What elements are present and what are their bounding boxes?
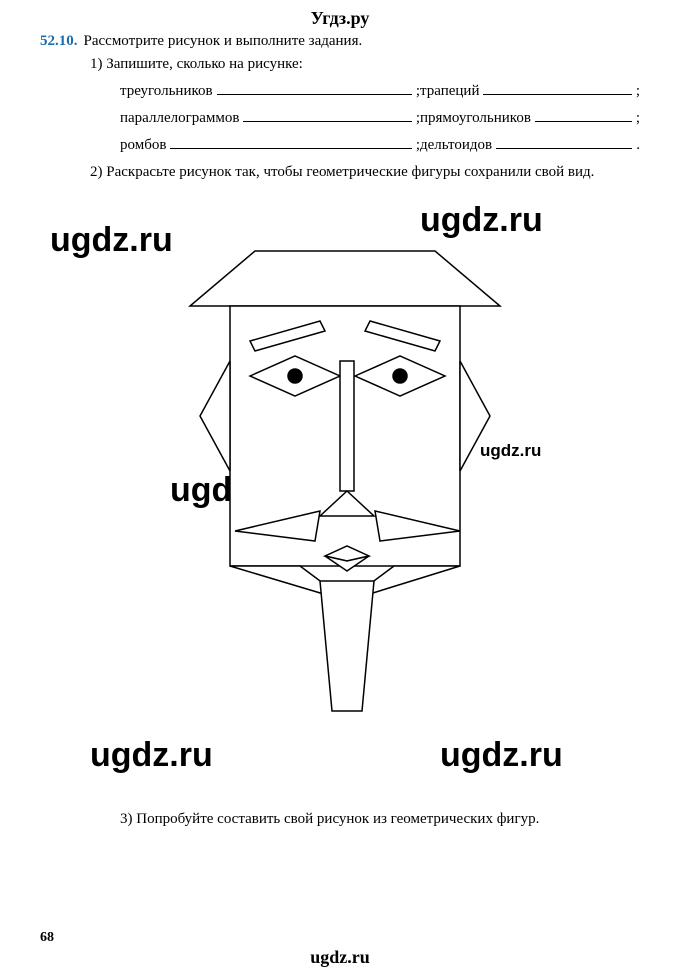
problem-text: Рассмотрите рисунок и выполните задания. bbox=[84, 33, 363, 50]
subtask-3-text: 3) Попробуйте составить свой рисунок из … bbox=[0, 811, 680, 828]
blank-row-2: параллелограммов ; прямоугольников ; bbox=[90, 108, 640, 127]
hat-trapezoid bbox=[190, 251, 500, 306]
label-triangles: треугольников bbox=[120, 83, 213, 100]
blank-line bbox=[243, 108, 411, 122]
label-trapezoids: трапеций bbox=[420, 83, 479, 100]
blank-line bbox=[483, 81, 631, 95]
label-deltoids: дельтоидов bbox=[420, 137, 492, 154]
problem-number: 52.10. bbox=[40, 33, 78, 50]
label-rectangles: прямоугольников bbox=[420, 110, 531, 127]
geometric-face bbox=[140, 211, 550, 771]
page-number: 68 bbox=[40, 930, 54, 946]
label-parallelograms: параллелограммов bbox=[120, 110, 239, 127]
site-header: Угдз.ру bbox=[0, 0, 680, 29]
beard-trapezoid bbox=[320, 581, 374, 711]
pupil-left bbox=[288, 369, 302, 383]
problem-heading: 52.10. Рассмотрите рисунок и выполните з… bbox=[0, 29, 680, 50]
blank-line bbox=[217, 81, 412, 95]
separator: ; bbox=[636, 83, 640, 100]
figure-zone: ugdz.ru ugdz.ru ugdz.ru ugdz.ru ugdz.ru … bbox=[0, 181, 680, 803]
separator: . bbox=[636, 137, 640, 154]
blank-line bbox=[535, 108, 632, 122]
separator: ; bbox=[636, 110, 640, 127]
ear-right bbox=[460, 361, 490, 471]
blank-row-1: треугольников ; трапеций ; bbox=[90, 81, 640, 100]
blank-row-3: ромбов ; дельтоидов . bbox=[90, 135, 640, 154]
nose-rect bbox=[340, 361, 354, 491]
blank-line bbox=[496, 135, 632, 149]
subtask-1-text: 1) Запишите, сколько на рисунке: bbox=[90, 56, 640, 73]
blank-line bbox=[170, 135, 411, 149]
site-footer: ugdz.ru bbox=[0, 947, 680, 968]
pupil-right bbox=[393, 369, 407, 383]
ear-left bbox=[200, 361, 230, 471]
label-rhombuses: ромбов bbox=[120, 137, 166, 154]
subtask-2-text: 2) Раскрасьте рисунок так, чтобы геометр… bbox=[0, 164, 680, 181]
